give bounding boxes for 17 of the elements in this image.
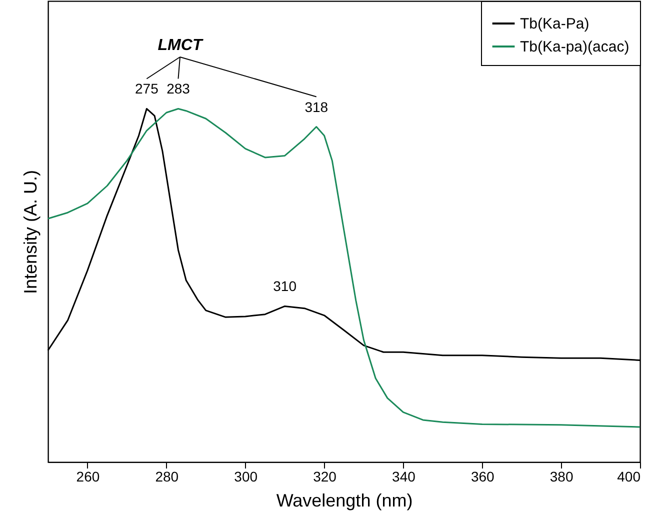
legend-label: Tb(Ka-pa)(acac) [520,38,630,56]
y-axis-title: Intensity (A. U.) [20,170,40,294]
x-tick-label: 300 [234,468,258,484]
annotation: 283 [166,80,190,97]
annotation: 310 [273,278,297,294]
x-tick-label: 320 [313,468,337,484]
x-tick-label: 380 [550,468,574,484]
text: LMCT [158,37,204,54]
annotation: 318 [304,98,328,115]
legend-label: Tb(Ka-Pa) [520,16,590,32]
x-tick-label: 280 [155,468,179,484]
x-tick-label: 400 [617,468,641,484]
x-tick-label: 340 [392,468,416,484]
x-tick-label: 260 [76,468,100,484]
annotation: 275 [134,80,159,97]
x-tick-label: 360 [470,468,495,484]
x-axis-title: Wavelength (nm) [276,490,413,510]
